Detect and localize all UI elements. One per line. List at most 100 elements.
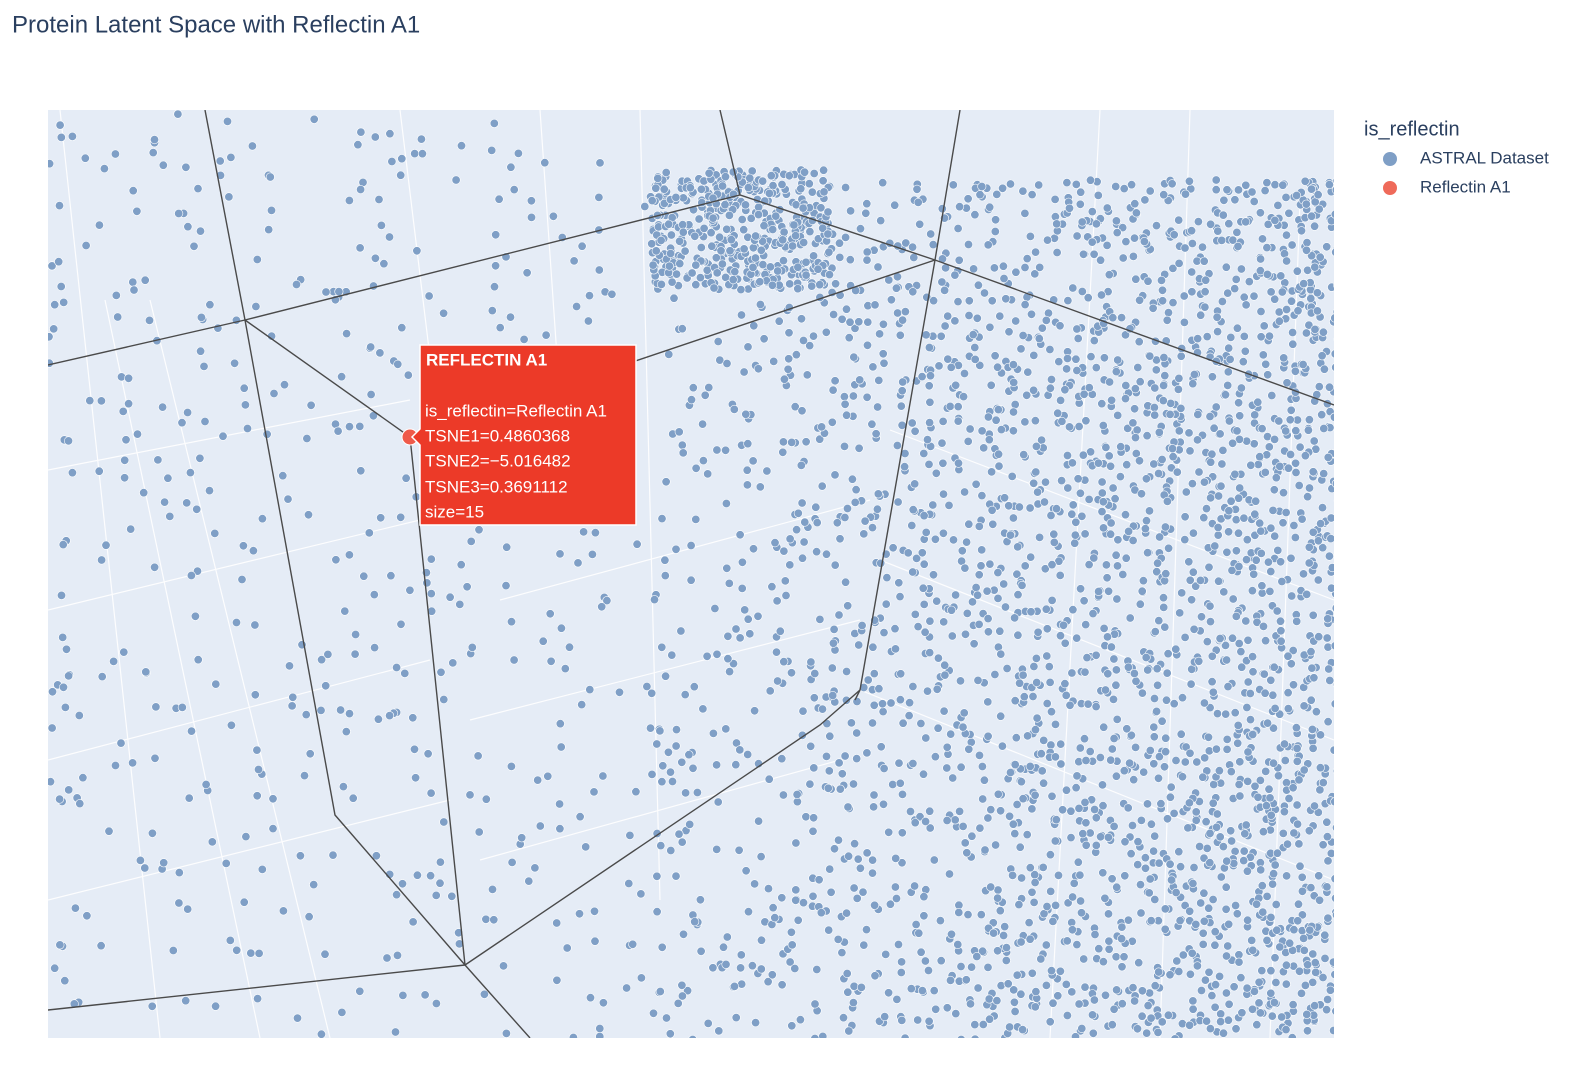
data-point <box>64 785 74 795</box>
data-point <box>1239 331 1249 341</box>
data-point <box>756 935 766 945</box>
data-point <box>85 396 95 406</box>
data-point <box>1265 586 1275 596</box>
data-point <box>1257 581 1267 591</box>
data-point <box>1253 459 1263 469</box>
data-point <box>1195 841 1205 851</box>
data-point <box>1262 243 1272 253</box>
data-point <box>854 640 864 650</box>
data-point <box>1272 848 1282 858</box>
data-point <box>977 545 987 555</box>
data-point <box>807 187 817 197</box>
data-point <box>574 909 584 919</box>
data-point <box>1131 742 1141 752</box>
data-point <box>1171 887 1181 897</box>
data-point <box>729 981 739 991</box>
data-point <box>1158 396 1168 406</box>
data-point <box>840 751 850 761</box>
data-point <box>771 647 781 657</box>
data-point <box>1237 1008 1247 1018</box>
data-point <box>1308 610 1318 620</box>
data-point <box>409 744 419 754</box>
data-point <box>960 629 970 639</box>
data-point <box>1131 208 1141 218</box>
data-point <box>1137 489 1147 499</box>
data-point <box>910 881 920 891</box>
data-point <box>804 179 814 189</box>
data-point <box>713 797 723 807</box>
data-point <box>1106 755 1116 765</box>
data-point <box>403 370 413 380</box>
data-point <box>1103 632 1113 642</box>
data-point <box>715 355 725 365</box>
data-point <box>1043 235 1053 245</box>
data-point <box>667 277 677 287</box>
data-point <box>624 878 634 888</box>
data-point <box>454 928 464 938</box>
data-point <box>1258 827 1268 837</box>
data-point <box>1058 805 1068 815</box>
data-point <box>1004 501 1014 511</box>
data-point <box>1067 509 1077 519</box>
data-point <box>1063 450 1073 460</box>
data-point <box>979 288 989 298</box>
data-point <box>764 188 774 198</box>
data-point <box>1318 503 1328 513</box>
data-point <box>262 429 272 439</box>
data-point <box>1055 966 1065 976</box>
data-point <box>712 844 722 854</box>
data-point <box>59 297 69 307</box>
data-point <box>1269 723 1279 733</box>
data-point <box>1210 1002 1220 1012</box>
legend-marker[interactable] <box>1383 181 1397 195</box>
data-point <box>338 782 348 792</box>
data-point <box>168 945 178 955</box>
data-point <box>1291 467 1301 477</box>
data-point <box>673 998 683 1008</box>
data-point <box>585 685 595 695</box>
data-point <box>376 220 386 230</box>
data-point <box>1093 458 1103 468</box>
data-point <box>1259 621 1269 631</box>
legend-label[interactable]: ASTRAL Dataset <box>1420 148 1549 167</box>
data-point <box>1162 496 1172 506</box>
data-point <box>1072 365 1082 375</box>
data-point <box>971 582 981 592</box>
data-point <box>1073 333 1083 343</box>
data-point <box>748 544 758 554</box>
data-point <box>1103 669 1113 679</box>
data-point <box>1130 996 1140 1006</box>
data-point <box>351 629 361 639</box>
data-point <box>1202 504 1212 514</box>
data-point <box>1010 613 1020 623</box>
data-point <box>1214 576 1224 586</box>
data-point <box>863 675 873 685</box>
data-point <box>1335 235 1343 243</box>
data-point <box>695 895 705 905</box>
data-point <box>1200 302 1210 312</box>
data-point <box>1130 199 1140 209</box>
data-point <box>1249 569 1259 579</box>
legend-marker[interactable] <box>1383 152 1397 166</box>
data-point <box>1335 277 1343 285</box>
data-point <box>1223 367 1233 377</box>
data-point <box>1333 681 1334 688</box>
data-point <box>859 682 869 692</box>
data-point <box>1185 969 1195 979</box>
data-point <box>1176 351 1186 361</box>
data-point <box>1045 383 1055 393</box>
data-point <box>80 153 90 163</box>
data-point <box>1221 988 1231 998</box>
data-point <box>1057 476 1067 486</box>
data-point <box>1200 753 1210 763</box>
data-point <box>1269 997 1279 1007</box>
data-point <box>778 235 788 245</box>
data-point <box>1005 530 1015 540</box>
data-point <box>1304 826 1314 836</box>
data-point <box>823 207 833 217</box>
data-point <box>942 815 952 825</box>
data-point <box>1291 458 1301 468</box>
legend-label[interactable]: Reflectin A1 <box>1420 177 1511 196</box>
data-point <box>337 1007 347 1017</box>
data-point <box>779 657 789 667</box>
